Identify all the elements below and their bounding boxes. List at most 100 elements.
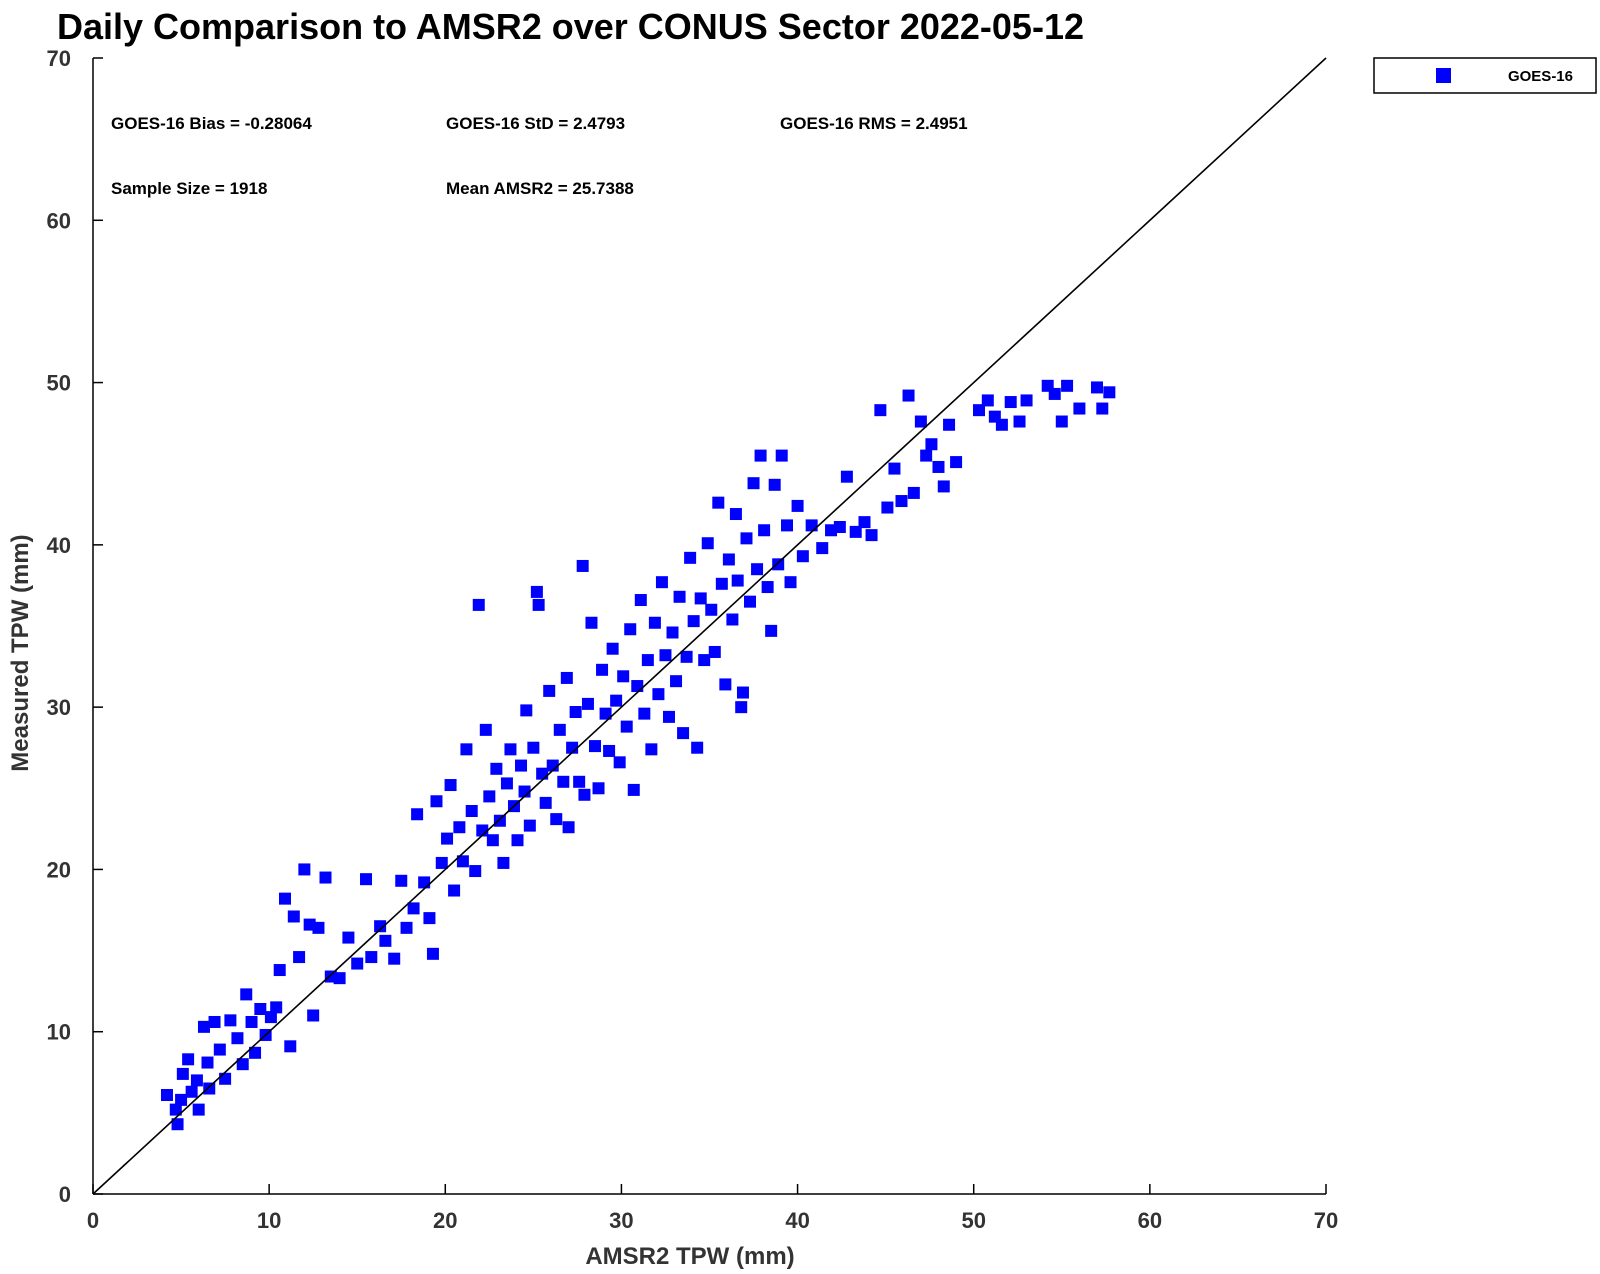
data-point — [631, 680, 644, 693]
data-point — [486, 834, 499, 847]
data-point — [374, 920, 387, 933]
data-point — [388, 952, 401, 965]
data-point — [465, 805, 478, 818]
data-point — [708, 645, 721, 658]
data-point — [691, 741, 704, 754]
data-point — [203, 1082, 216, 1095]
data-point — [312, 921, 325, 934]
data-point — [874, 404, 887, 417]
data-point — [840, 470, 853, 483]
data-point — [816, 542, 829, 555]
data-point — [715, 577, 728, 590]
data-point — [719, 678, 732, 691]
data-point — [530, 585, 543, 598]
data-point — [562, 821, 575, 834]
data-point — [231, 1032, 244, 1045]
data-point — [1013, 415, 1026, 428]
data-point — [236, 1058, 249, 1071]
data-point — [270, 1001, 283, 1014]
data-point — [805, 519, 818, 532]
data-point — [627, 783, 640, 796]
data-point — [610, 694, 623, 707]
data-point — [666, 626, 679, 639]
data-point — [500, 777, 513, 790]
data-point — [1020, 394, 1033, 407]
data-point — [407, 902, 420, 915]
mean-amsr2-stat: Mean AMSR2 = 25.7388 — [446, 179, 634, 198]
data-point — [553, 723, 566, 736]
identity-line — [92, 57, 1327, 1195]
y-tick-label: 40 — [47, 533, 71, 558]
data-point — [914, 415, 927, 428]
data-point — [784, 576, 797, 589]
data-point — [972, 404, 985, 417]
data-point — [430, 795, 443, 808]
sample-size-stat: Sample Size = 1918 — [111, 179, 267, 198]
data-point — [698, 654, 711, 667]
data-point — [932, 460, 945, 473]
data-point — [620, 720, 633, 733]
data-point — [411, 808, 424, 821]
data-point — [902, 389, 915, 402]
data-point — [423, 912, 436, 925]
data-point — [578, 788, 591, 801]
data-point — [456, 855, 469, 868]
data-point — [573, 775, 586, 788]
y-tick-label: 10 — [47, 1020, 71, 1045]
data-point — [858, 516, 871, 529]
data-point — [493, 814, 506, 827]
data-point — [849, 525, 862, 538]
data-point — [705, 603, 718, 616]
y-tick-label: 70 — [47, 46, 71, 71]
data-point — [687, 615, 700, 628]
data-point — [659, 649, 672, 662]
data-point — [677, 727, 690, 740]
data-point — [740, 532, 753, 545]
data-point — [293, 951, 306, 964]
data-point — [569, 706, 582, 719]
data-point — [190, 1074, 203, 1087]
data-point — [192, 1103, 205, 1116]
data-point — [613, 756, 626, 769]
data-point — [523, 819, 536, 832]
data-point — [448, 884, 461, 897]
data-point — [460, 743, 473, 756]
data-point — [169, 1103, 182, 1116]
x-tick-label: 60 — [1138, 1208, 1162, 1233]
data-point — [287, 910, 300, 923]
data-point — [539, 796, 552, 809]
x-tick-label: 10 — [257, 1208, 281, 1233]
data-point — [319, 871, 332, 884]
legend-marker — [1436, 68, 1451, 83]
data-point — [213, 1043, 226, 1056]
data-point — [684, 551, 697, 564]
data-point — [395, 874, 408, 887]
data-point — [240, 988, 253, 1001]
data-point — [981, 394, 994, 407]
data-point — [483, 790, 496, 803]
x-tick-label: 50 — [961, 1208, 985, 1233]
data-point — [550, 813, 563, 826]
data-point — [634, 594, 647, 607]
data-point — [736, 686, 749, 699]
data-point — [895, 495, 908, 508]
data-point — [722, 553, 735, 566]
data-point — [1048, 387, 1061, 400]
data-point — [469, 865, 482, 878]
data-point — [655, 576, 668, 589]
y-tick-label: 50 — [47, 371, 71, 396]
data-point — [264, 1011, 277, 1024]
data-point — [754, 449, 767, 462]
ticks-layer: 0 10 20 30 40 50 60 70 0 10 20 30 40 50 60 70 — [47, 46, 1339, 1233]
x-tick-label: 30 — [609, 1208, 633, 1233]
data-point — [662, 710, 675, 723]
data-point — [617, 670, 630, 683]
data-point — [735, 701, 748, 714]
data-point — [731, 574, 744, 587]
data-point — [761, 581, 774, 594]
data-point — [560, 671, 573, 684]
data-point — [596, 663, 609, 676]
x-tick-label: 70 — [1314, 1208, 1338, 1233]
legend: GOES-16 — [1373, 57, 1597, 94]
data-point — [379, 934, 392, 947]
